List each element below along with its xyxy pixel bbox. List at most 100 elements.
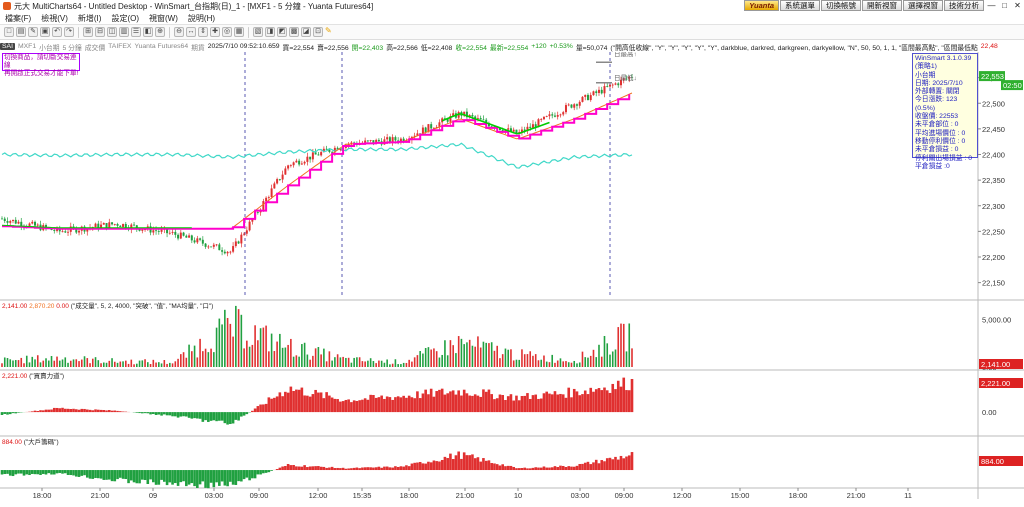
symbol-tag[interactable]: SAI xyxy=(0,43,15,50)
candle-body xyxy=(174,231,177,235)
toolbar-tool-icon[interactable]: ▤ xyxy=(16,27,26,37)
volume-ma-value: 2,870.20 xyxy=(29,303,55,310)
close-button[interactable]: ✕ xyxy=(1014,1,1021,10)
toolbar-tool-icon[interactable]: ◫ xyxy=(107,27,117,37)
toolbar-tool-icon[interactable]: □ xyxy=(4,27,14,37)
technical-analysis-button[interactable]: 技術分析 xyxy=(944,0,984,11)
system-menu-button[interactable]: 系統選單 xyxy=(780,0,820,11)
info-panel-line: 今日漲跌: 123 (0.5%) xyxy=(915,96,958,112)
candle-body xyxy=(622,78,625,80)
select-window-button[interactable]: 選擇視窗 xyxy=(903,0,943,11)
time-tick-label: 12:00 xyxy=(309,491,328,499)
time-tick-label: 18:00 xyxy=(789,491,808,499)
toolbar-tool-icon[interactable]: ◪ xyxy=(301,27,311,37)
volume-bar xyxy=(375,363,377,367)
big-player-bar xyxy=(209,470,213,483)
toolbar-tool-icon[interactable]: ◧ xyxy=(143,27,153,37)
power-bar xyxy=(402,395,405,413)
volume-bar xyxy=(444,340,446,367)
power-bar xyxy=(96,409,100,413)
toolbar-tool-icon[interactable]: ⊞ xyxy=(83,27,93,37)
time-tick-label: 21:00 xyxy=(91,491,110,499)
power-bar xyxy=(253,408,257,413)
green-ma-line xyxy=(1,224,192,229)
big-player-bar xyxy=(559,465,562,471)
volume-bar xyxy=(587,357,589,367)
toolbar-tool-icon[interactable]: ▣ xyxy=(40,27,50,37)
toolbar-tool-icon[interactable]: ⊕ xyxy=(155,27,165,37)
candle-body xyxy=(119,225,122,227)
toolbar-tool-icon[interactable]: ◨ xyxy=(265,27,275,37)
candle-body xyxy=(108,222,111,229)
toolbar-tool-icon[interactable]: ⇕ xyxy=(198,27,208,37)
big-player-bar xyxy=(88,470,92,479)
big-player-bar xyxy=(85,470,89,478)
switch-account-button[interactable]: 切換帳號 xyxy=(821,0,861,11)
price-tick-label: 22,250 xyxy=(982,227,1005,236)
big-player-bar xyxy=(608,457,612,471)
candle-body xyxy=(298,160,301,165)
toolbar-tool-icon[interactable]: ▥ xyxy=(119,27,129,37)
volume-bar xyxy=(603,335,606,367)
menu-help[interactable]: 說明(H) xyxy=(187,13,216,23)
toolbar-tool-icon[interactable]: ✎ xyxy=(28,27,38,37)
big-player-bar xyxy=(55,470,59,474)
toolbar-tool-icon[interactable]: ▧ xyxy=(253,27,263,37)
candle-body xyxy=(67,231,70,233)
power-bar xyxy=(50,409,53,413)
volume-bar xyxy=(595,357,598,367)
toolbar-tool-icon[interactable]: ▩ xyxy=(289,27,299,37)
big-player-bar xyxy=(152,470,155,483)
menu-view[interactable]: 檢視(V) xyxy=(41,13,68,23)
power-bar xyxy=(308,396,312,413)
menu-insert[interactable]: 新增(I) xyxy=(77,13,102,23)
big-player-value-tag xyxy=(979,456,1023,466)
power-bar xyxy=(592,391,595,413)
menu-settings[interactable]: 設定(O) xyxy=(111,13,140,23)
toolbar-tool-icon[interactable]: ▦ xyxy=(234,27,244,37)
power-bar xyxy=(237,412,240,421)
big-player-bar xyxy=(421,463,425,471)
volume-bar xyxy=(617,327,620,367)
big-player-bar xyxy=(314,466,317,471)
toolbar-tool-icon[interactable]: ⊟ xyxy=(95,27,105,37)
toolbar-tool-icon[interactable]: ↶ xyxy=(52,27,62,37)
big-player-bar xyxy=(333,468,337,471)
big-player-bar xyxy=(182,470,185,482)
power-bar xyxy=(141,412,144,414)
toolbar-tool-icon[interactable]: ↷ xyxy=(64,27,74,37)
drawing-pencil-icon[interactable]: ✎ xyxy=(325,26,332,35)
candle-body xyxy=(617,83,620,86)
brand-logo[interactable]: Yuanta xyxy=(744,0,779,11)
toolbar-tool-icon[interactable]: ◩ xyxy=(277,27,287,37)
volume-bar xyxy=(86,358,89,367)
candle-body xyxy=(265,197,268,202)
toolbar-tool-icon[interactable]: ⊡ xyxy=(313,27,323,37)
power-bar xyxy=(556,394,560,413)
volume-bar xyxy=(518,359,521,367)
toolbar-tool-icon[interactable]: ✚ xyxy=(210,27,220,37)
volume-bar xyxy=(290,338,292,367)
new-window-button[interactable]: 開新視窗 xyxy=(862,0,902,11)
volume-bar xyxy=(493,350,496,367)
toolbar-tool-icon[interactable]: ⊖ xyxy=(174,27,184,37)
volume-bar xyxy=(570,362,573,367)
menu-window[interactable]: 視窗(W) xyxy=(149,13,178,23)
big-player-bar xyxy=(113,470,117,482)
power-bar xyxy=(622,377,626,413)
minimize-button[interactable]: — xyxy=(987,1,996,10)
volume-bar xyxy=(526,354,529,367)
candle-body xyxy=(201,239,204,244)
menu-file[interactable]: 檔案(F) xyxy=(5,13,32,23)
time-tick-label: 11 xyxy=(904,491,912,499)
candle-body xyxy=(564,105,567,113)
power-bar xyxy=(74,409,78,413)
toolbar-tool-icon[interactable]: ↔ xyxy=(186,27,196,37)
chart-canvas[interactable]: 22,55022,50022,45022,40022,35022,30022,2… xyxy=(0,52,1024,499)
toolbar-tool-icon[interactable]: ☰ xyxy=(131,27,141,37)
big-player-bar xyxy=(361,467,364,471)
maximize-button[interactable]: □ xyxy=(1002,1,1007,10)
toolbar-tool-icon[interactable]: ◎ xyxy=(222,27,232,37)
volume-bar xyxy=(507,349,510,367)
volume-bar xyxy=(482,341,485,367)
